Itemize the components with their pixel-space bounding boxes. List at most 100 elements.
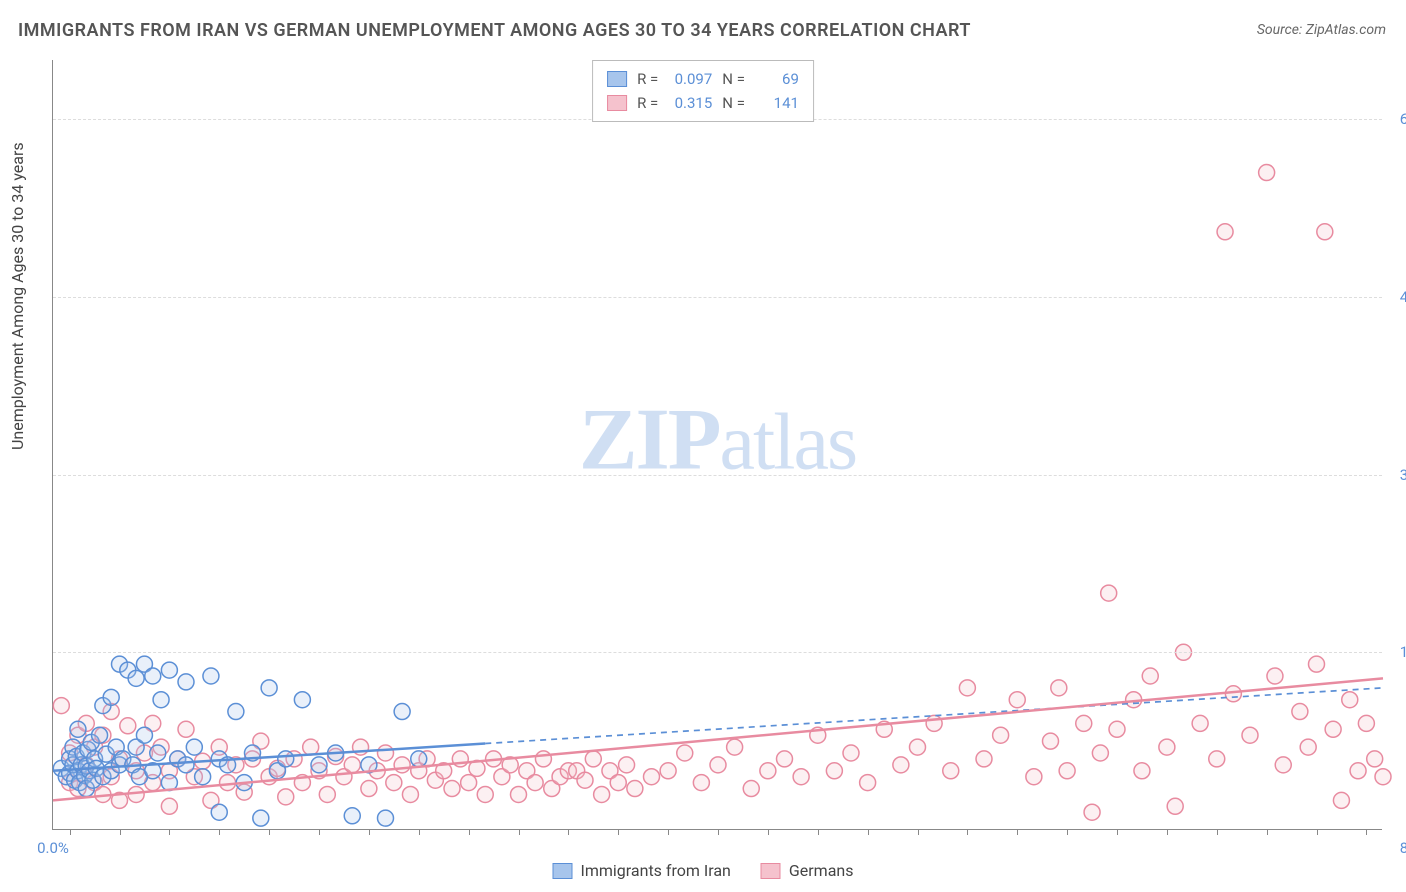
- xtick: [967, 829, 968, 835]
- scatter-point-germans: [319, 786, 335, 802]
- scatter-point-germans: [660, 763, 676, 779]
- xtick: [1167, 829, 1168, 835]
- r-value-germans: 0.315: [668, 91, 712, 115]
- xtick: [369, 829, 370, 835]
- scatter-point-germans: [1317, 224, 1333, 240]
- xtick: [269, 829, 270, 835]
- scatter-point-germans: [727, 739, 743, 755]
- scatter-point-germans: [1101, 585, 1117, 601]
- scatter-point-germans: [386, 775, 402, 791]
- scatter-point-germans: [477, 786, 493, 802]
- scatter-point-iran: [186, 739, 202, 755]
- scatter-point-germans: [1367, 751, 1383, 767]
- scatter-point-germans: [893, 757, 909, 773]
- scatter-point-iran: [136, 727, 152, 743]
- scatter-point-germans: [1267, 668, 1283, 684]
- scatter-point-germans: [461, 775, 477, 791]
- scatter-point-germans: [1300, 739, 1316, 755]
- scatter-point-iran: [70, 721, 86, 737]
- xtick: [419, 829, 420, 835]
- scatter-point-germans: [743, 781, 759, 797]
- swatch-germans-bottom: [761, 863, 781, 879]
- legend-item-iran: Immigrants from Iran: [553, 861, 731, 880]
- xtick-label-right: 80.0%: [1400, 839, 1406, 857]
- scatter-point-germans: [1325, 721, 1341, 737]
- scatter-point-germans: [1092, 745, 1108, 761]
- scatter-point-germans: [444, 781, 460, 797]
- swatch-germans: [607, 95, 627, 111]
- scatter-point-germans: [644, 769, 660, 785]
- xtick: [1017, 829, 1018, 835]
- xtick: [70, 829, 71, 835]
- scatter-point-germans: [1159, 739, 1175, 755]
- xtick: [319, 829, 320, 835]
- scatter-point-germans: [594, 786, 610, 802]
- scatter-point-germans: [1134, 763, 1150, 779]
- xtick: [519, 829, 520, 835]
- scatter-point-germans: [976, 751, 992, 767]
- legend-label-germans: Germans: [789, 861, 854, 880]
- scatter-point-iran: [161, 662, 177, 678]
- scatter-point-iran: [178, 757, 194, 773]
- swatch-iran: [607, 71, 627, 87]
- xtick: [219, 829, 220, 835]
- xtick: [768, 829, 769, 835]
- scatter-point-germans: [610, 775, 626, 791]
- xtick: [618, 829, 619, 835]
- scatter-point-iran: [103, 689, 119, 705]
- ytick-label: 15.0%: [1390, 643, 1406, 661]
- xtick: [169, 829, 170, 835]
- scatter-point-germans: [910, 739, 926, 755]
- chart-container: IMMIGRANTS FROM IRAN VS GERMAN UNEMPLOYM…: [0, 0, 1406, 892]
- scatter-point-germans: [585, 751, 601, 767]
- scatter-point-germans: [378, 745, 394, 761]
- scatter-point-germans: [710, 757, 726, 773]
- scatter-point-germans: [993, 727, 1009, 743]
- xtick: [469, 829, 470, 835]
- scatter-point-germans: [1275, 757, 1291, 773]
- xtick: [668, 829, 669, 835]
- scatter-point-germans: [777, 751, 793, 767]
- scatter-point-germans: [943, 763, 959, 779]
- scatter-point-iran: [145, 668, 161, 684]
- scatter-point-germans: [278, 789, 294, 805]
- scatter-point-iran: [228, 704, 244, 720]
- scatter-point-germans: [394, 757, 410, 773]
- plot-svg: [53, 60, 1382, 829]
- ytick-label: 60.0%: [1390, 110, 1406, 128]
- scatter-point-iran: [278, 751, 294, 767]
- scatter-point-germans: [1051, 680, 1067, 696]
- scatter-point-germans: [1209, 751, 1225, 767]
- scatter-point-iran: [203, 668, 219, 684]
- scatter-point-iran: [128, 670, 144, 686]
- n-label: N =: [722, 67, 745, 91]
- scatter-point-germans: [1333, 792, 1349, 808]
- scatter-point-germans: [161, 798, 177, 814]
- n-value-germans: 141: [755, 91, 799, 115]
- plot-area: ZIPatlas 15.0%30.0%45.0%60.0%0.0%80.0%: [52, 60, 1382, 830]
- legend-row-germans: R = 0.315 N = 141: [607, 91, 799, 115]
- ytick-label: 45.0%: [1390, 288, 1406, 306]
- scatter-point-germans: [1076, 715, 1092, 731]
- scatter-point-iran: [253, 810, 269, 826]
- xtick-label-left: 0.0%: [37, 839, 69, 857]
- r-value-iran: 0.097: [668, 67, 712, 91]
- legend-label-iran: Immigrants from Iran: [581, 861, 731, 880]
- scatter-point-germans: [760, 763, 776, 779]
- scatter-point-germans: [826, 763, 842, 779]
- scatter-point-germans: [1192, 715, 1208, 731]
- scatter-point-germans: [1259, 165, 1275, 181]
- scatter-point-germans: [527, 775, 543, 791]
- r-label: R =: [637, 91, 658, 115]
- scatter-point-germans: [793, 769, 809, 785]
- scatter-point-germans: [120, 718, 136, 734]
- grid-line: [53, 652, 1382, 653]
- grid-line: [53, 475, 1382, 476]
- grid-line: [53, 297, 1382, 298]
- scatter-point-germans: [303, 739, 319, 755]
- scatter-point-iran: [311, 757, 327, 773]
- scatter-point-germans: [1217, 224, 1233, 240]
- correlation-legend: R = 0.097 N = 69 R = 0.315 N = 141: [592, 60, 814, 122]
- scatter-point-germans: [860, 775, 876, 791]
- scatter-point-germans: [677, 745, 693, 761]
